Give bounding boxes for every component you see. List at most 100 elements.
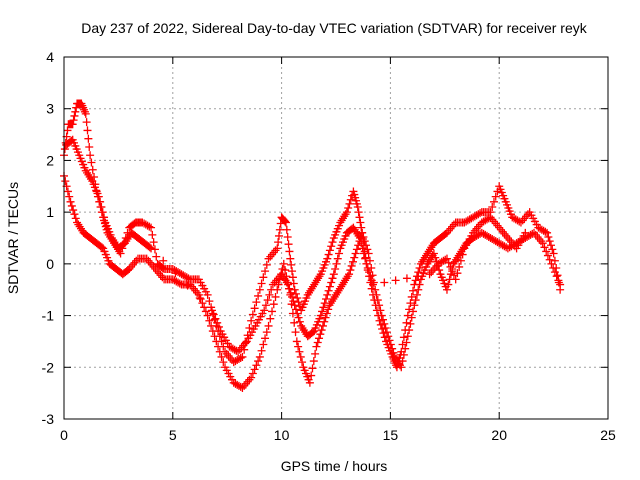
data-point [453, 269, 462, 278]
data-point [458, 250, 467, 259]
data-point [380, 278, 389, 287]
data-point [444, 280, 453, 289]
data-point [367, 276, 376, 285]
data-point [116, 249, 125, 258]
data-point [145, 222, 154, 231]
data-point [323, 254, 332, 263]
data-point [376, 306, 385, 315]
data-point [282, 225, 291, 234]
data-point [145, 243, 154, 252]
data-point [325, 246, 334, 255]
data-point [359, 249, 368, 258]
data-point [83, 126, 92, 135]
data-point [266, 314, 275, 323]
data-point [195, 293, 204, 302]
data-point [521, 228, 530, 237]
data-point [380, 319, 389, 328]
data-point [257, 346, 266, 355]
data-point [257, 279, 266, 288]
data-point [320, 299, 329, 308]
data-point [335, 249, 344, 258]
axis-ticks: 0 5 10 15 20 25 -3 -2 -1 0 1 2 3 4 [42, 49, 616, 443]
data-point [260, 306, 269, 315]
data-point [63, 187, 72, 196]
y-tick-label: 3 [46, 101, 54, 117]
data-point [366, 272, 375, 281]
data-point [96, 197, 105, 206]
data-point [100, 213, 109, 222]
data-point [359, 232, 368, 241]
x-axis-label: GPS time / hours [281, 458, 388, 474]
data-point [322, 309, 331, 318]
data-point [345, 270, 354, 279]
data-point [346, 195, 355, 204]
data-point [548, 245, 557, 254]
data-point [381, 323, 390, 332]
data-point [236, 353, 245, 362]
data-point [288, 273, 297, 282]
data-point [318, 321, 327, 330]
data-point [159, 256, 168, 265]
data-point [261, 267, 270, 276]
data-point [293, 309, 302, 318]
data-point [411, 296, 420, 305]
data-point [308, 364, 317, 373]
data-point [175, 279, 184, 288]
data-point [308, 328, 317, 337]
data-point [455, 262, 464, 271]
data-point [72, 103, 81, 112]
data-point [65, 192, 74, 201]
data-point [541, 227, 550, 236]
data-point [274, 231, 283, 240]
data-point [397, 363, 406, 372]
data-point [238, 352, 247, 361]
data-point [70, 111, 79, 120]
data-point [279, 259, 288, 268]
data-point [147, 223, 156, 232]
data-point [550, 268, 559, 277]
data-point [248, 369, 257, 378]
data-point [345, 199, 354, 208]
data-point [287, 260, 296, 269]
data-point [402, 318, 411, 327]
data-point [198, 299, 207, 308]
data-point [205, 297, 214, 306]
data-point [384, 332, 393, 341]
data-point [271, 292, 280, 301]
data-point [373, 296, 382, 305]
data-point [298, 358, 307, 367]
data-point [376, 320, 385, 329]
data-point [318, 307, 327, 316]
data-point [71, 214, 80, 223]
data-point [429, 249, 438, 258]
data-point [149, 238, 158, 247]
data-point [545, 255, 554, 264]
data-point [288, 292, 297, 301]
data-point [295, 347, 304, 356]
data-point [262, 328, 271, 337]
data-point [296, 352, 305, 361]
data-point [85, 142, 94, 151]
data-point [379, 315, 388, 324]
data-point [313, 338, 322, 347]
data-point [214, 342, 223, 351]
data-point [283, 232, 292, 241]
data-point [328, 238, 337, 247]
data-point [414, 285, 423, 294]
data-point [350, 253, 359, 262]
data-point [71, 107, 80, 116]
data-point [150, 245, 159, 254]
data-point [232, 346, 241, 355]
data-point [357, 239, 366, 248]
data-point [378, 325, 387, 334]
data-point [401, 344, 410, 353]
data-point [409, 286, 418, 295]
data-point [371, 285, 380, 294]
data-point [317, 326, 326, 335]
data-point [81, 109, 90, 118]
data-point [355, 234, 364, 242]
data-point [382, 328, 391, 337]
data-point [545, 237, 554, 246]
data-point [207, 306, 216, 315]
data-point [399, 350, 408, 359]
